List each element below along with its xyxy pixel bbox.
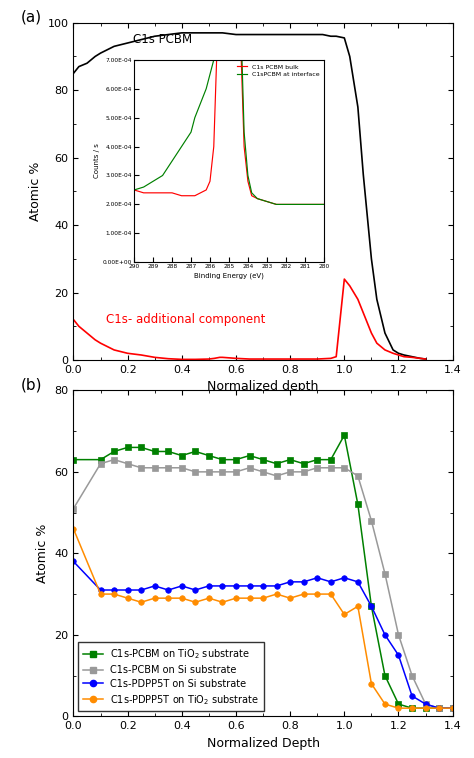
Y-axis label: Atomic %: Atomic % <box>36 524 49 583</box>
Text: C1s PCBM: C1s PCBM <box>133 33 192 46</box>
Text: C1s- additional component: C1s- additional component <box>106 313 265 326</box>
X-axis label: Normalized depth: Normalized depth <box>208 381 319 393</box>
Text: (b): (b) <box>20 377 42 393</box>
Y-axis label: Atomic %: Atomic % <box>29 161 42 221</box>
X-axis label: Normalized Depth: Normalized Depth <box>207 737 319 750</box>
Legend: C1s-PCBM on TiO$_2$ substrate, C1s-PCBM on Si substrate, C1s-PDPP5T on Si substr: C1s-PCBM on TiO$_2$ substrate, C1s-PCBM … <box>78 643 264 712</box>
Text: (a): (a) <box>20 9 42 24</box>
